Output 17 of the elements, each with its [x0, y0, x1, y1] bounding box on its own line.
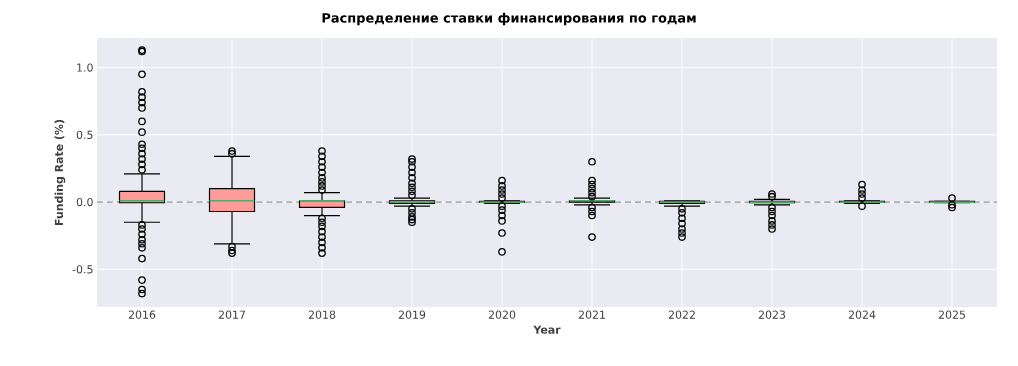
x-tick-label: 2019 — [398, 310, 426, 319]
x-tick-label: 2022 — [668, 310, 695, 319]
x-tick-label: 2021 — [578, 310, 605, 319]
x-tick-label: 2018 — [308, 310, 336, 319]
x-tick-label: 2024 — [848, 310, 876, 319]
chart-title: Распределение ставки финансирования по годам — [322, 12, 696, 26]
x-tick-label: 2017 — [218, 310, 245, 319]
x-axis-title: Year — [533, 325, 561, 334]
y-tick-label: 0.5 — [76, 130, 93, 139]
y-tick-label: -0.5 — [72, 265, 93, 274]
y-axis-title: Funding Rate (%) — [54, 119, 66, 225]
y-tick-label: 1.0 — [77, 63, 93, 72]
x-tick-label: 2025 — [938, 310, 965, 319]
x-tick-label: 2016 — [128, 310, 156, 319]
x-tick-label: 2023 — [758, 310, 786, 319]
y-tick-label: 0.0 — [76, 197, 93, 207]
x-tick-label: 2020 — [488, 310, 516, 319]
